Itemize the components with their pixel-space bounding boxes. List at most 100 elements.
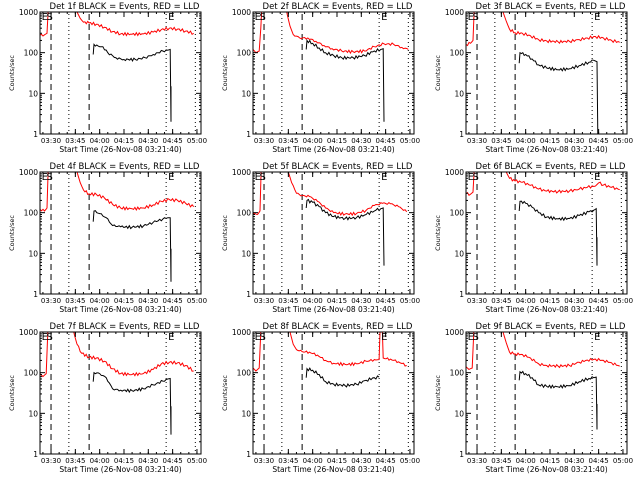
y-tick-label: 1000 <box>232 328 251 337</box>
chart-svg: Det 9f BLACK = Events, RED = LLD 1 10 100 10… <box>434 322 633 474</box>
x-tick-label: 04:00 <box>516 457 536 465</box>
x-tick-label: 04:15 <box>540 457 560 465</box>
event-annotation: E <box>168 12 174 23</box>
x-tick-label: 03:45 <box>65 137 85 145</box>
x-axis-label: Start Time (26-Nov-08 03:21:40) <box>485 145 607 154</box>
y-tick-label: 10 <box>28 409 38 418</box>
series-line-events <box>518 370 598 430</box>
y-tick-label: 1 <box>33 290 38 299</box>
series-line-events <box>305 198 385 266</box>
series-line-events <box>305 367 380 388</box>
chart-svg: Det 3f BLACK = Events, RED = LLD 1 10 100 10… <box>434 2 633 154</box>
x-tick-label: 04:15 <box>540 137 560 145</box>
event-annotation: E <box>255 332 261 343</box>
detector-panel-5: Det 5f BLACK = Events, RED = LLD 1 10 100 10… <box>213 160 426 320</box>
x-axis-label: Start Time (26-Nov-08 03:21:40) <box>485 465 607 474</box>
y-tick-label: 1000 <box>19 328 38 337</box>
x-tick-label: 03:30 <box>254 457 274 465</box>
x-tick-label: 04:00 <box>516 137 536 145</box>
x-tick-label: 04:45 <box>163 457 183 465</box>
x-tick-label: 04:00 <box>303 137 323 145</box>
plot-frame <box>39 331 202 455</box>
series-line-events <box>92 43 172 122</box>
x-tick-label: 04:15 <box>114 137 134 145</box>
plot-frame <box>39 11 202 135</box>
series-group <box>253 12 409 122</box>
event-annotation: S <box>472 12 478 23</box>
event-annotation: S <box>472 332 478 343</box>
series-line-lld <box>287 172 408 217</box>
y-axis-label: Counts/sec <box>221 375 229 411</box>
series-line-lld <box>253 172 262 216</box>
plot-frame <box>465 171 628 295</box>
x-tick-label: 04:30 <box>351 297 371 305</box>
event-annotation: E <box>255 172 261 183</box>
x-tick-label: 04:30 <box>564 457 584 465</box>
x-tick-label: 04:30 <box>564 137 584 145</box>
x-tick-label: 03:30 <box>41 457 61 465</box>
x-tick-label: 04:00 <box>90 297 110 305</box>
event-annotation: E <box>168 332 174 343</box>
x-tick-label: 03:45 <box>278 457 298 465</box>
x-tick-label: 04:15 <box>327 137 347 145</box>
chart-svg: Det 6f BLACK = Events, RED = LLD 1 10 100 10… <box>434 162 633 314</box>
x-tick-label: 04:30 <box>138 457 158 465</box>
y-tick-label: 1 <box>33 450 38 459</box>
detector-panel-3: Det 3f BLACK = Events, RED = LLD 1 10 100 10… <box>426 0 639 160</box>
x-tick-label: 04:45 <box>163 297 183 305</box>
series-group <box>40 332 194 435</box>
y-axis-label: Counts/sec <box>221 55 229 91</box>
x-tick-label: 05:00 <box>613 137 633 145</box>
y-tick-label: 1000 <box>19 168 38 177</box>
y-tick-label: 1 <box>246 290 251 299</box>
chart-title: Det 6f BLACK = Events, RED = LLD <box>476 162 626 172</box>
event-annotation: S <box>46 332 52 343</box>
chart-svg: Det 4f BLACK = Events, RED = LLD 1 10 100 10… <box>8 162 207 314</box>
series-line-lld <box>502 12 620 45</box>
x-tick-label: 05:00 <box>187 457 207 465</box>
event-annotation: S <box>46 172 52 183</box>
x-tick-label: 04:30 <box>138 297 158 305</box>
x-tick-label: 03:45 <box>491 297 511 305</box>
y-axis-label: Counts/sec <box>434 215 442 251</box>
x-tick-label: 04:30 <box>351 457 371 465</box>
y-tick-label: 1000 <box>445 8 464 17</box>
plot-frame <box>252 331 415 455</box>
y-axis-label: Counts/sec <box>8 375 16 411</box>
event-annotation: S <box>259 172 265 183</box>
x-tick-label: 03:45 <box>65 297 85 305</box>
series-line-events <box>518 200 598 266</box>
chart-title: Det 9f BLACK = Events, RED = LLD <box>476 322 626 332</box>
detector-panel-9: Det 9f BLACK = Events, RED = LLD 1 10 100 10… <box>426 320 639 480</box>
y-tick-label: 100 <box>24 369 39 378</box>
series-group <box>40 172 195 282</box>
y-tick-label: 100 <box>237 369 252 378</box>
event-annotation: E <box>255 12 261 23</box>
chart-title: Det 3f BLACK = Events, RED = LLD <box>476 2 626 12</box>
x-tick-label: 03:30 <box>467 457 487 465</box>
x-tick-label: 04:45 <box>376 297 396 305</box>
series-line-lld <box>289 332 407 367</box>
x-tick-label: 05:00 <box>613 457 633 465</box>
chart-title: Det 5f BLACK = Events, RED = LLD <box>263 162 413 172</box>
series-line-lld <box>253 12 263 54</box>
x-tick-label: 03:30 <box>467 137 487 145</box>
y-tick-label: 1 <box>459 290 464 299</box>
detector-panel-8: Det 8f BLACK = Events, RED = LLD 1 10 100 10… <box>213 320 426 480</box>
y-axis-label: Counts/sec <box>221 215 229 251</box>
y-axis-label: Counts/sec <box>8 55 16 91</box>
y-axis-label: Counts/sec <box>434 55 442 91</box>
x-axis-label: Start Time (26-Nov-08 03:21:40) <box>59 305 181 314</box>
x-tick-label: 04:45 <box>589 137 609 145</box>
x-tick-label: 05:00 <box>400 137 420 145</box>
series-line-lld <box>505 172 620 194</box>
chart-svg: Det 7f BLACK = Events, RED = LLD 1 10 100 10… <box>8 322 207 474</box>
x-axis-label: Start Time (26-Nov-08 03:21:40) <box>272 465 394 474</box>
event-annotation: E <box>468 12 474 23</box>
x-tick-label: 05:00 <box>400 457 420 465</box>
y-tick-label: 1 <box>33 130 38 139</box>
plot-frame <box>252 171 415 295</box>
y-tick-label: 1 <box>246 130 251 139</box>
y-tick-label: 1 <box>246 450 251 459</box>
x-tick-label: 05:00 <box>187 297 207 305</box>
